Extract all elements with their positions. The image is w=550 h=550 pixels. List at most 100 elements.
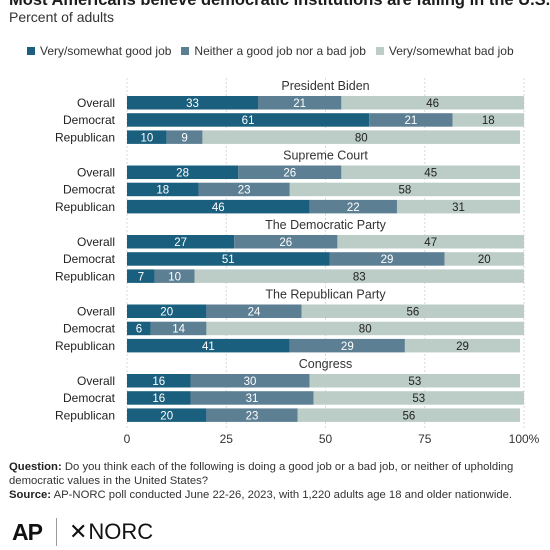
x-tick-label: 50 xyxy=(319,432,333,446)
data-label: 56 xyxy=(406,306,419,318)
group-title: The Democratic Party xyxy=(265,218,387,232)
data-label: 23 xyxy=(238,185,251,197)
row-label: Republican xyxy=(55,408,115,422)
data-label: 16 xyxy=(152,393,165,405)
data-label: 26 xyxy=(283,167,296,179)
ap-logo: AP xyxy=(12,518,43,545)
bar-segment xyxy=(194,269,525,283)
bar-segment xyxy=(341,96,524,110)
data-label: 20 xyxy=(160,306,173,318)
row-label: Democrat xyxy=(63,183,116,197)
legend-label-neither: Neither a good job nor a bad job xyxy=(194,44,366,58)
row-label: Republican xyxy=(55,339,115,353)
bar-segment xyxy=(297,408,521,422)
data-label: 46 xyxy=(426,98,439,110)
bar-segment xyxy=(127,391,191,405)
bar-segment xyxy=(127,96,259,110)
group-title: Congress xyxy=(299,357,353,371)
data-label: 20 xyxy=(160,410,173,422)
legend: Very/somewhat good job Neither a good jo… xyxy=(27,44,524,58)
norc-logo: ✕ NORC xyxy=(69,519,153,545)
bar-segment xyxy=(206,304,302,318)
legend-swatch-bad xyxy=(375,47,384,55)
row-label: Overall xyxy=(77,235,115,249)
bar-segment xyxy=(154,269,195,283)
source-label: Source: xyxy=(9,489,52,501)
bar-segment xyxy=(150,321,207,336)
group-title: President Biden xyxy=(281,79,369,93)
row-label: Overall xyxy=(77,304,115,318)
bar-segment xyxy=(369,113,453,127)
bar-segment xyxy=(309,374,521,388)
bar-segment xyxy=(127,113,370,127)
row-label: Democrat xyxy=(63,113,116,127)
data-label: 31 xyxy=(246,393,259,405)
data-label: 26 xyxy=(279,237,292,249)
data-label: 10 xyxy=(140,132,153,144)
logo-divider xyxy=(55,518,57,546)
data-label: 83 xyxy=(353,271,366,283)
data-label: 41 xyxy=(202,341,215,353)
question-label: Question: xyxy=(9,461,62,473)
source-text: AP-NORC poll conducted June 22-26, 2023,… xyxy=(53,489,513,501)
data-label: 47 xyxy=(424,237,437,249)
data-label: 53 xyxy=(412,393,425,405)
bar-segment xyxy=(127,182,199,197)
bar-segment xyxy=(127,408,207,422)
bar-segment xyxy=(289,338,405,353)
row-label: Democrat xyxy=(63,322,116,336)
data-label: 16 xyxy=(152,376,165,388)
data-label: 18 xyxy=(482,115,495,127)
data-label: 14 xyxy=(172,324,185,336)
legend-item-neither: Neither a good job nor a bad job xyxy=(181,44,366,58)
bar-segment xyxy=(341,165,521,179)
norc-logo-text: NORC xyxy=(88,519,154,544)
data-label: 61 xyxy=(242,115,255,127)
norc-mark-icon: ✕ xyxy=(68,519,88,544)
data-label: 20 xyxy=(478,254,491,266)
legend-swatch-neither xyxy=(181,47,190,55)
bar-segment xyxy=(313,391,524,405)
data-label: 29 xyxy=(381,254,394,266)
bar-segment xyxy=(206,408,298,422)
x-tick-label: 0 xyxy=(124,432,131,446)
bar-segment xyxy=(258,96,342,110)
bar-segment xyxy=(127,252,330,266)
row-label: Republican xyxy=(55,130,115,144)
row-label: Republican xyxy=(55,200,115,214)
bar-segment xyxy=(329,252,445,266)
bar-segment xyxy=(127,199,310,214)
data-label: 18 xyxy=(156,185,169,197)
row-label: Democrat xyxy=(63,391,116,405)
data-label: 53 xyxy=(408,376,421,388)
row-label: Democrat xyxy=(63,252,116,266)
data-label: 30 xyxy=(244,376,257,388)
source-note: Source: AP-NORC poll conducted June 22-2… xyxy=(9,488,541,502)
data-label: 45 xyxy=(424,167,437,179)
legend-label-good: Very/somewhat good job xyxy=(40,44,172,58)
data-label: 46 xyxy=(212,202,225,214)
legend-label-bad: Very/somewhat bad job xyxy=(388,44,514,58)
chart-subtitle: Percent of adults xyxy=(9,9,115,25)
data-label: 9 xyxy=(181,132,187,144)
bar-segment xyxy=(127,304,207,318)
bar-segment xyxy=(404,338,521,353)
data-label: 51 xyxy=(222,254,235,266)
stacked-bar-chart: 0 25 50 75 100% President Biden Overall 33 21 46 D… xyxy=(55,78,540,446)
bar-segment xyxy=(166,130,203,144)
x-tick-label: 100% xyxy=(509,432,540,446)
data-label: 21 xyxy=(404,115,417,127)
bar-segment xyxy=(127,165,239,179)
data-label: 28 xyxy=(176,167,189,179)
data-label: 31 xyxy=(452,202,465,214)
bar-segment xyxy=(234,235,338,249)
x-tick-label: 75 xyxy=(418,432,432,446)
data-label: 80 xyxy=(355,132,368,144)
bar-segment xyxy=(127,321,151,336)
data-label: 27 xyxy=(174,237,187,249)
question-note: Question: Do you think each of the follo… xyxy=(9,460,541,488)
bar-segment xyxy=(127,374,191,388)
bar-segment xyxy=(202,130,521,144)
x-tick-label: 25 xyxy=(220,432,234,446)
bar-segment xyxy=(127,269,155,283)
